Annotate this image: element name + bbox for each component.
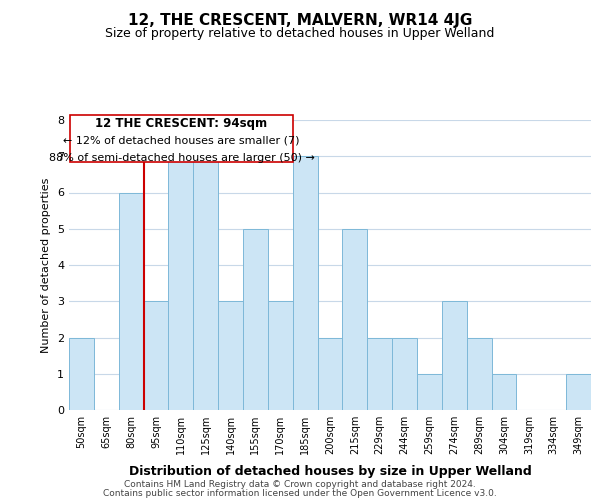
Bar xyxy=(119,192,143,410)
Bar xyxy=(442,301,467,410)
Bar xyxy=(343,229,367,410)
Bar xyxy=(566,374,591,410)
Bar xyxy=(218,301,243,410)
Text: 88% of semi-detached houses are larger (50) →: 88% of semi-detached houses are larger (… xyxy=(49,152,314,162)
Bar xyxy=(143,301,169,410)
Bar xyxy=(268,301,293,410)
X-axis label: Distribution of detached houses by size in Upper Welland: Distribution of detached houses by size … xyxy=(128,466,532,478)
Bar xyxy=(243,229,268,410)
Text: Size of property relative to detached houses in Upper Welland: Size of property relative to detached ho… xyxy=(106,28,494,40)
Bar xyxy=(467,338,491,410)
Text: Contains HM Land Registry data © Crown copyright and database right 2024.: Contains HM Land Registry data © Crown c… xyxy=(124,480,476,489)
Bar xyxy=(491,374,517,410)
Bar xyxy=(417,374,442,410)
Bar xyxy=(317,338,343,410)
Y-axis label: Number of detached properties: Number of detached properties xyxy=(41,178,52,352)
Bar xyxy=(293,156,317,410)
Bar xyxy=(367,338,392,410)
FancyBboxPatch shape xyxy=(70,114,293,162)
Bar xyxy=(169,156,193,410)
Text: ← 12% of detached houses are smaller (7): ← 12% of detached houses are smaller (7) xyxy=(63,136,300,145)
Bar xyxy=(69,338,94,410)
Text: 12 THE CRESCENT: 94sqm: 12 THE CRESCENT: 94sqm xyxy=(95,118,268,130)
Bar xyxy=(193,156,218,410)
Text: 12, THE CRESCENT, MALVERN, WR14 4JG: 12, THE CRESCENT, MALVERN, WR14 4JG xyxy=(128,12,472,28)
Bar xyxy=(392,338,417,410)
Text: Contains public sector information licensed under the Open Government Licence v3: Contains public sector information licen… xyxy=(103,488,497,498)
